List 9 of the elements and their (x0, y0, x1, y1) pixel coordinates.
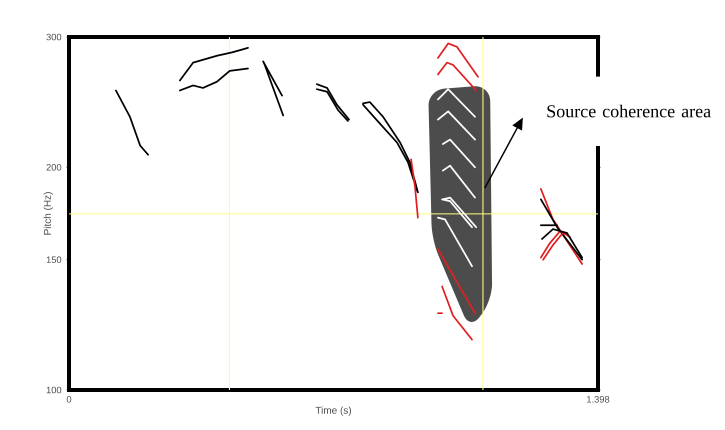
x-tick-label: 0 (66, 396, 72, 403)
y-tick-label: 100 (46, 386, 62, 394)
y-tick-label: 300 (46, 34, 62, 40)
x-axis-title: Time (s) (316, 406, 352, 416)
x-tick-label: 1.398 (587, 396, 610, 403)
y-tick-label: 200 (46, 164, 62, 171)
annotation: Source coherence area (547, 104, 711, 118)
y-axis-title: Pitch (Hz) (44, 192, 53, 235)
y-tick-label: 150 (46, 256, 62, 263)
